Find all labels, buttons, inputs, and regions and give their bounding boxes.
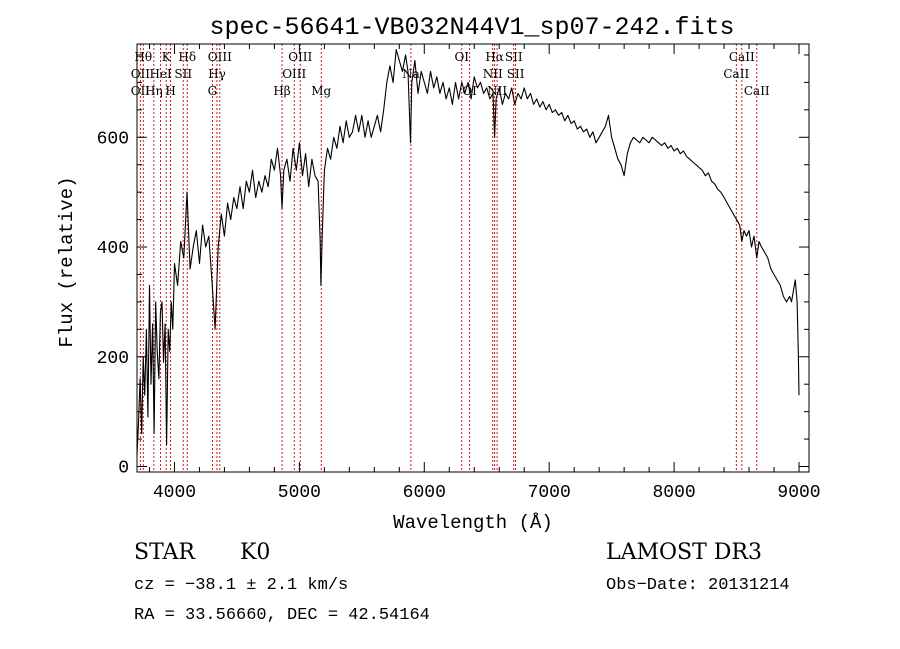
line-marker-label: K [162,50,172,64]
x-axis: 4000 5000 6000 7000 8000 9000 [148,44,821,503]
spectral-subclass: K0 [240,540,270,565]
redshift-cz: cz = −38.1 ± 2.1 km/s [134,576,348,595]
line-marker-label: OI [454,50,469,64]
line-marker-label: Hα [485,50,504,64]
x-tick-label: 4000 [153,483,196,503]
line-marker-label: OII [131,84,151,98]
line-marker-label: OIII [282,67,306,81]
plot-frame [136,43,810,473]
spectral-class: STAR [134,540,196,565]
line-marker-label: CaII [744,84,770,98]
line-marker-label: OIII [288,50,312,64]
line-marker-label: SII [507,67,525,81]
line-marker-label: Hγ [208,67,226,81]
line-marker-label: Hη [145,84,163,98]
line-marker-label: Hθ [134,50,152,64]
observation-date: Obs−Date: 20131214 [606,576,790,595]
line-marker-label: NII [483,67,503,81]
line-marker-label: Mg [311,84,331,98]
x-tick-label: 9000 [777,483,820,503]
y-tick-label: 200 [97,349,129,369]
emission-line-labels: OII OII Hθ Hη HeI K H SII Hδ G Hγ OIII Hβ OIII OIII Mg N… [131,50,770,98]
line-marker-label: OIII [208,50,232,64]
line-marker-label: CaII [723,67,749,81]
chart-title: spec-56641-VB032N44V1_sp07-242.fits [209,13,734,42]
y-tick-label: 0 [118,459,129,479]
x-tick-label: 5000 [278,483,321,503]
line-marker-label: CaII [729,50,755,64]
line-marker-label: H [165,84,175,98]
line-marker-label: SII [174,67,192,81]
y-tick-label: 400 [97,239,129,259]
y-axis: 0 200 400 600 [97,54,809,479]
line-marker-label: G [208,84,218,98]
survey-name: LAMOST DR3 [606,540,762,565]
emission-line-markers [139,44,758,472]
line-marker-label: HeI [149,67,172,81]
line-marker-label: OII [131,67,151,81]
y-tick-label: 600 [97,129,129,149]
y-axis-label: Flux (relative) [56,176,78,347]
x-tick-label: 8000 [652,483,695,503]
x-tick-label: 6000 [403,483,446,503]
x-tick-label: 7000 [528,483,571,503]
line-marker-label: Hβ [273,84,290,98]
spectrum-series-line [136,48,800,456]
line-marker-label: SII [505,50,523,64]
line-marker-label: Hδ [178,50,196,64]
x-axis-label: Wavelength (Å) [393,512,553,534]
ra-dec-coordinates: RA = 33.56660, DEC = 42.54164 [134,606,430,625]
